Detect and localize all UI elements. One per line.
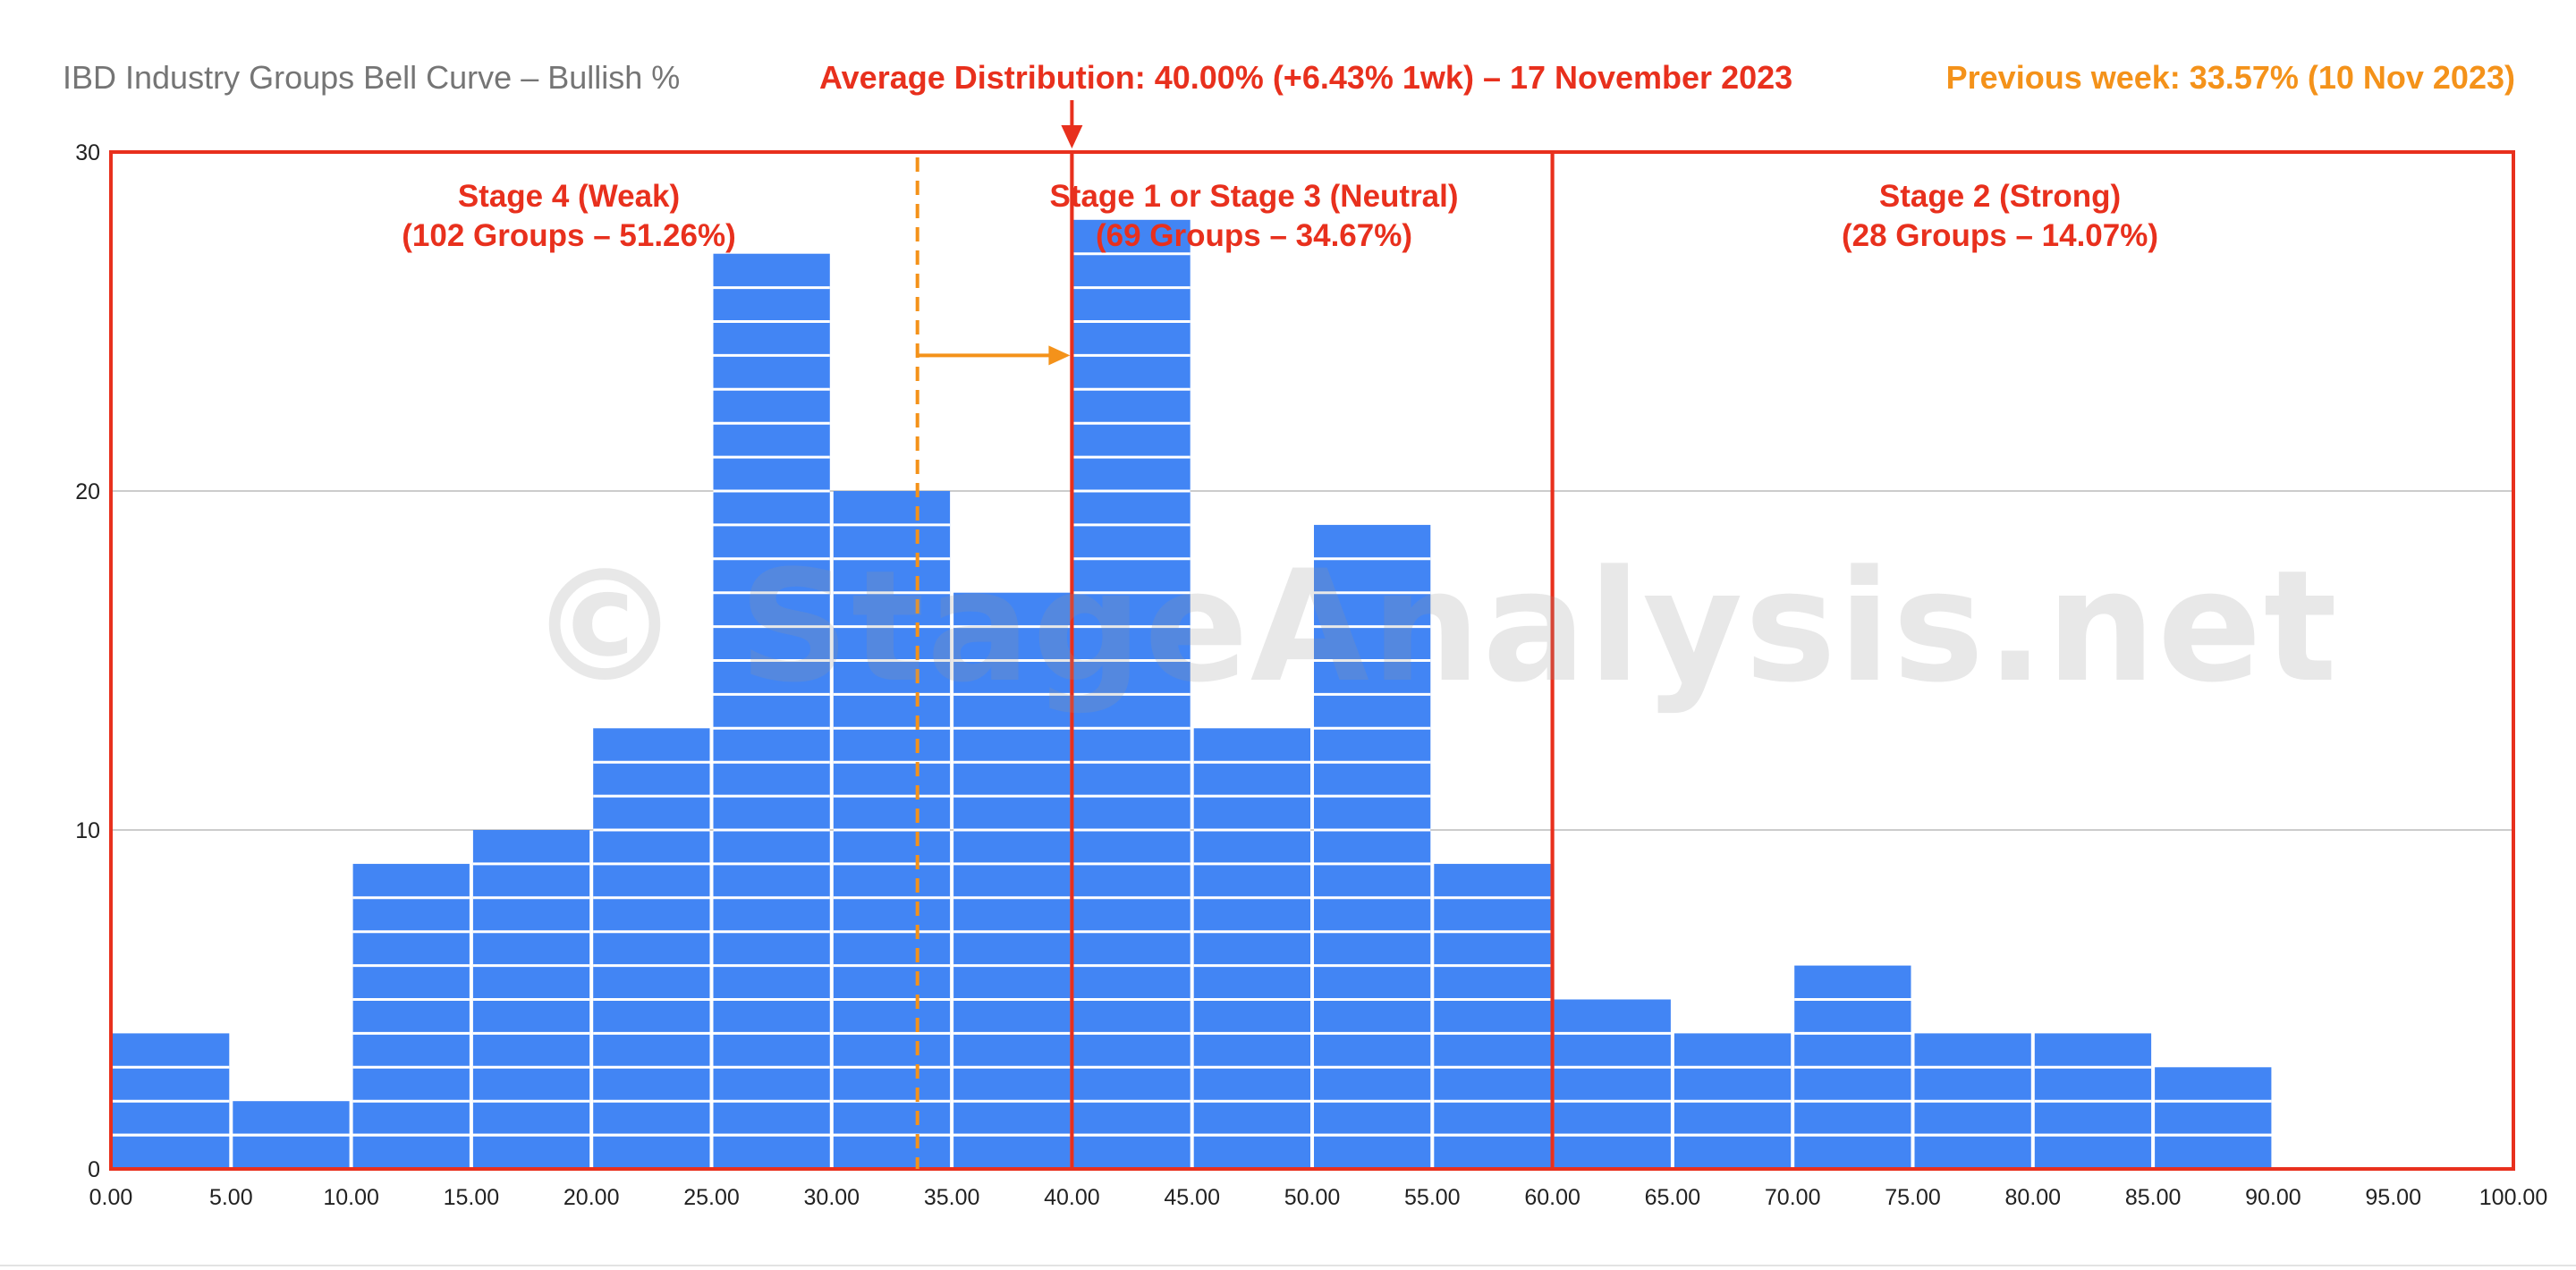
- x-tick-label-30.00: 30.00: [804, 1185, 860, 1210]
- x-tick-label-10.00: 10.00: [323, 1185, 379, 1210]
- x-tick-label-5.00: 5.00: [209, 1185, 253, 1210]
- previous-week-label: Previous week: 33.57% (10 Nov 2023): [1945, 59, 2515, 96]
- stage-4-name: Stage 4 (Weak): [457, 179, 681, 214]
- x-tick-label-75.00: 75.00: [1885, 1185, 1941, 1210]
- stage-1-3-label: Stage 1 or Stage 3 (Neutral) (69 Groups …: [1049, 177, 1458, 256]
- stage-2-name: Stage 2 (Strong): [1878, 179, 2122, 214]
- average-marker-arrowhead: [1061, 125, 1083, 148]
- x-tick-label-60.00: 60.00: [1524, 1185, 1580, 1210]
- y-tick-label-20: 20: [75, 479, 100, 504]
- shift-arrow-head: [1048, 345, 1071, 366]
- bar-50-55: [1314, 524, 1431, 1169]
- x-tick-label-40.00: 40.00: [1044, 1185, 1100, 1210]
- x-tick-label-100.00: 100.00: [2479, 1185, 2547, 1210]
- stage-1-3-detail: (69 Groups – 34.67%): [1095, 218, 1413, 253]
- stage-2-label: Stage 2 (Strong) (28 Groups – 14.07%): [1842, 177, 2158, 256]
- x-tick-label-90.00: 90.00: [2245, 1185, 2301, 1210]
- x-tick-label-0.00: 0.00: [89, 1185, 133, 1210]
- stage-box-2: [1550, 150, 2515, 1171]
- x-tick-label-45.00: 45.00: [1164, 1185, 1220, 1210]
- bar-20-25: [593, 728, 710, 1169]
- x-tick-label-70.00: 70.00: [1765, 1185, 1821, 1210]
- stage-2-detail: (28 Groups – 14.07%): [1841, 218, 2159, 253]
- stage-4-label: Stage 4 (Weak) (102 Groups – 51.26%): [402, 177, 736, 256]
- x-tick-label-65.00: 65.00: [1645, 1185, 1701, 1210]
- x-tick-label-25.00: 25.00: [683, 1185, 740, 1210]
- x-tick-label-15.00: 15.00: [444, 1185, 500, 1210]
- bar-60-65: [1554, 999, 1671, 1169]
- stage-1-3-name: Stage 1 or Stage 3 (Neutral): [1049, 179, 1459, 214]
- bar-85-90: [2155, 1067, 2272, 1169]
- y-tick-label-0: 0: [88, 1157, 100, 1182]
- x-tick-label-95.00: 95.00: [2365, 1185, 2421, 1210]
- x-tick-label-55.00: 55.00: [1404, 1185, 1461, 1210]
- y-tick-label-30: 30: [75, 140, 100, 165]
- x-tick-label-85.00: 85.00: [2125, 1185, 2182, 1210]
- bar-55-60: [1434, 863, 1551, 1169]
- average-distribution-label: Average Distribution: 40.00% (+6.43% 1wk…: [819, 59, 1793, 96]
- bar-25-30: [713, 253, 830, 1169]
- bar-10-15: [352, 863, 470, 1169]
- x-tick-label-35.00: 35.00: [924, 1185, 980, 1210]
- x-tick-label-80.00: 80.00: [2005, 1185, 2062, 1210]
- x-tick-label-50.00: 50.00: [1284, 1185, 1341, 1210]
- stage-4-detail: (102 Groups – 51.26%): [402, 218, 736, 253]
- y-tick-label-10: 10: [75, 818, 100, 843]
- bar-45-50: [1193, 728, 1310, 1169]
- watermark: © StageAnalysis.net: [528, 537, 2339, 716]
- chart-title: IBD Industry Groups Bell Curve – Bullish…: [63, 59, 681, 96]
- x-tick-label-20.00: 20.00: [564, 1185, 620, 1210]
- bar-35-40: [953, 592, 1071, 1169]
- bottom-divider: [0, 1265, 2576, 1266]
